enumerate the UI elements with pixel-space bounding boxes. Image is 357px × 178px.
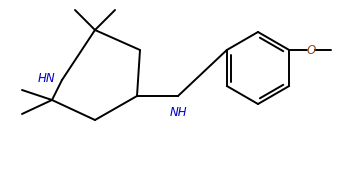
Text: NH: NH <box>169 106 187 119</box>
Text: HN: HN <box>38 72 56 85</box>
Text: O: O <box>307 43 316 56</box>
